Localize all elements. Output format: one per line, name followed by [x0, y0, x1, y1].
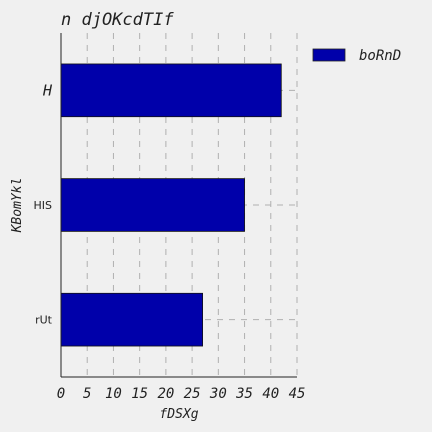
x-tick-label: 45	[289, 386, 306, 402]
x-tick-label: 10	[105, 386, 122, 402]
y-axis-title: KBomYkl	[10, 178, 25, 234]
x-tick-label: 30	[209, 386, 227, 402]
bar-his	[60, 178, 245, 232]
x-axis-title: fDSXg	[159, 407, 198, 422]
bars	[60, 63, 282, 347]
y-tick-label: rUt	[35, 314, 53, 327]
x-tick-labels: 0 5 10 15 20 25 30 35 40 45	[57, 386, 306, 402]
x-tick-label: 25	[184, 386, 201, 402]
x-tick-label: 5	[83, 386, 91, 402]
x-tick-label: 35	[235, 386, 253, 402]
legend-label: boRnD	[359, 48, 401, 64]
legend-swatch	[312, 48, 346, 62]
x-tick-label: 20	[157, 386, 174, 402]
chart-title: n djOKcdTIf	[61, 10, 174, 30]
x-tick-label: 15	[131, 386, 148, 402]
y-tick-label: H	[42, 81, 53, 99]
bar-rut	[60, 292, 204, 347]
x-tick-label: 40	[262, 386, 279, 402]
x-tick-label: 0	[57, 386, 65, 402]
legend: boRnD	[312, 48, 401, 64]
bar-h	[60, 63, 282, 118]
axes	[60, 33, 297, 378]
y-tick-labels: H HIS rUt	[34, 81, 53, 326]
y-tick-label: HIS	[34, 199, 53, 212]
